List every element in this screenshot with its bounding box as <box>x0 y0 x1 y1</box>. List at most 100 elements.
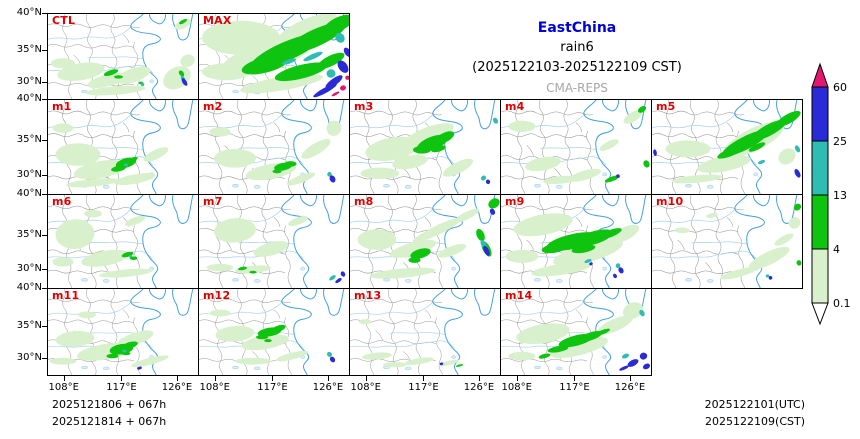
rain-shading <box>508 106 650 184</box>
y-tick-label: 35°N <box>16 319 42 331</box>
map-panel-m14: m14 <box>500 288 652 376</box>
map-panel-m5: m5 <box>651 99 803 195</box>
y-axis-tick <box>42 13 47 14</box>
x-axis-tick <box>517 376 518 381</box>
y-axis-tick <box>42 288 47 289</box>
panel-label: m13 <box>354 289 382 302</box>
map-m4 <box>501 100 650 194</box>
y-tick-label: 30°N <box>16 168 42 180</box>
x-axis-tick <box>272 376 273 381</box>
y-axis-tick <box>42 140 47 141</box>
region-title: EastChina <box>537 20 617 36</box>
panel-label: m5 <box>656 100 676 113</box>
x-axis-tick <box>479 376 480 381</box>
x-tick-label: 117°E <box>559 382 590 393</box>
y-axis-tick <box>42 82 47 83</box>
map-panel-m7: m7 <box>198 194 350 289</box>
valid-time-cst: 2025122109(CST) <box>705 415 805 428</box>
rain-shading <box>209 309 336 365</box>
map-panel-m3: m3 <box>349 99 501 195</box>
map-panel-m11: m11 <box>47 288 199 376</box>
map-panel-m8: m8 <box>349 194 501 289</box>
colorbar-tick-25: 25 <box>833 135 847 148</box>
x-tick-label: 126°E <box>614 382 646 393</box>
panel-label: m6 <box>52 195 72 208</box>
colorbar: 60 25 13 4 0.1 <box>811 62 851 326</box>
y-tick-label: 30°N <box>16 263 42 275</box>
x-axis-tick <box>177 376 178 381</box>
map-m9 <box>501 195 647 288</box>
rain-shading <box>508 302 651 371</box>
map-panel-m13: m13 <box>349 288 501 376</box>
panel-label: CTL <box>52 14 76 27</box>
map-panel-m1: m1 <box>47 99 199 195</box>
map-m10 <box>652 195 802 288</box>
panel-label: m1 <box>52 100 72 113</box>
y-tick-label: 40°N <box>16 188 42 199</box>
map-panel-m4: m4 <box>500 99 652 195</box>
panel-label: m3 <box>354 100 374 113</box>
colorbar-segment-25-60 <box>811 86 829 142</box>
y-axis-tick <box>42 326 47 327</box>
map-panel-m10: m10 <box>651 194 803 289</box>
x-axis-tick <box>574 376 575 381</box>
panel-label: m11 <box>52 289 80 302</box>
valid-period-title: (2025122103-2025122109 CST) <box>472 60 682 75</box>
x-tick-label: 108°E <box>501 382 532 393</box>
rain-shading <box>209 120 342 186</box>
map-panel-m6: m6 <box>47 194 199 289</box>
x-tick-label: 117°E <box>106 382 137 393</box>
colorbar-tick-4: 4 <box>833 243 840 256</box>
panel-label: m8 <box>354 195 374 208</box>
colorbar-segment-0.1-4 <box>811 248 829 304</box>
x-tick-label: 117°E <box>257 382 288 393</box>
y-axis-tick <box>42 235 47 236</box>
y-tick-label: 40°N <box>16 7 42 18</box>
colorbar-tick-13: 13 <box>833 189 847 202</box>
y-axis-tick <box>42 269 47 270</box>
valid-time-block: 2025122101(UTC) 2025122109(CST) <box>705 396 805 430</box>
colorbar-tick-0.1: 0.1 <box>833 297 851 310</box>
panel-label: m7 <box>203 195 223 208</box>
rain-shading <box>357 198 500 279</box>
x-axis-tick <box>215 376 216 381</box>
map-panel-m2: m2 <box>198 99 350 195</box>
init-time-block: 2025121806 + 067h 2025121814 + 067h <box>52 396 166 430</box>
y-tick-label: 40°N <box>16 93 42 104</box>
colorbar-segment-4-13 <box>811 194 829 250</box>
colorbar-segment-13-25 <box>811 140 829 196</box>
y-axis-tick <box>42 99 47 100</box>
init-time-line1: 2025121806 + 067h <box>52 398 167 411</box>
rain-shading <box>674 203 802 280</box>
map-m14 <box>501 289 651 375</box>
panel-label: m10 <box>656 195 684 208</box>
x-tick-label: 126°E <box>312 382 344 393</box>
map-m12 <box>199 289 345 375</box>
valid-time-utc: 2025122101(UTC) <box>704 398 805 411</box>
x-axis-tick <box>121 376 122 381</box>
x-tick-label: 108°E <box>48 382 79 393</box>
panel-label: m9 <box>505 195 525 208</box>
x-tick-label: 126°E <box>463 382 495 393</box>
x-axis-tick <box>328 376 329 381</box>
y-axis-tick <box>42 175 47 176</box>
model-name: CMA-REPS <box>546 81 608 95</box>
map-panel-MAX: MAX <box>198 13 350 100</box>
map-m2 <box>199 100 345 194</box>
x-tick-label: 117°E <box>408 382 439 393</box>
x-axis-tick <box>423 376 424 381</box>
map-panel-m12: m12 <box>198 288 350 376</box>
panel-label: m12 <box>203 289 231 302</box>
y-axis-tick <box>42 194 47 195</box>
map-m13 <box>350 289 496 375</box>
map-MAX <box>199 14 349 99</box>
rain-shading <box>360 117 499 185</box>
rain-shading <box>51 18 195 96</box>
map-CTL <box>48 14 195 99</box>
map-m11 <box>48 289 194 375</box>
rain-shading <box>653 110 801 184</box>
figure-title-block: EastChina rain6 (2025122103-2025122109 C… <box>420 18 734 98</box>
x-tick-label: 126°E <box>161 382 193 393</box>
rain-shading <box>206 215 346 284</box>
rain-shading <box>202 14 349 98</box>
